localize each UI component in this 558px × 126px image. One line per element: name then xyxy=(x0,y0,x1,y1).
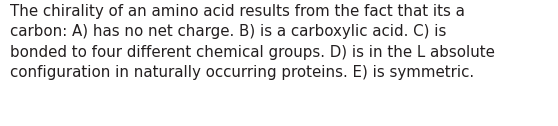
Text: The chirality of an amino acid results from the fact that its a
carbon: A) has n: The chirality of an amino acid results f… xyxy=(10,4,495,80)
